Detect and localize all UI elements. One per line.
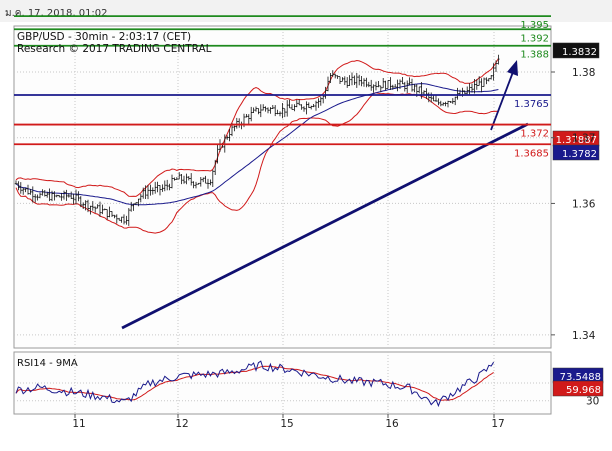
timestamp: ม.ค. 17, 2018, 01:02	[5, 8, 108, 19]
level-label: 1.3765	[514, 99, 549, 110]
x-tick-label: 12	[175, 418, 188, 430]
rsi-ma-line	[15, 365, 494, 401]
bollinger-bands	[15, 58, 529, 330]
y-tick-label: 1.37	[572, 133, 595, 145]
projection-arrowhead	[507, 60, 518, 76]
x-tick-label: 17	[491, 418, 504, 430]
instrument-label: GBP/USD - 30min - 2:03:17 (CET)	[17, 31, 191, 43]
level-label: 1.392	[520, 33, 549, 44]
current-price-tag-box	[552, 42, 600, 59]
rsi-line	[15, 360, 495, 408]
x-tick-label: 15	[280, 418, 293, 430]
rsi-label: RSI14 - 9MA	[17, 358, 78, 369]
red-price-tag-text: 1.37887	[556, 135, 597, 146]
blue-price-tag: 1.3782	[552, 144, 600, 161]
level-label: 1.395	[520, 20, 549, 31]
rsi-ma-value-tag: 59.968	[552, 380, 604, 397]
y-tick-label: 1.34	[572, 330, 596, 342]
moving-average	[15, 83, 499, 206]
grid	[14, 26, 551, 414]
rsi-value-tag: 73.5488	[552, 367, 604, 384]
blue-price-tag-box	[552, 144, 600, 161]
x-tick-label: 11	[72, 418, 85, 430]
current-price-tag-text: 1.3832	[562, 47, 597, 58]
copyright-label: Research © 2017 TRADING CENTRAL	[17, 43, 212, 55]
y-tick-label: 1.36	[572, 198, 596, 210]
rsi-tick-label: 30	[586, 396, 599, 408]
rsi-ma-value-tag-box	[552, 380, 604, 397]
blue-price-tag-text: 1.3782	[562, 149, 597, 160]
rsi-indicator: 73.5488 59.968	[15, 360, 604, 408]
level-label: 1.372	[520, 129, 549, 140]
x-tick-label: 16	[385, 418, 399, 430]
price-pane	[13, 25, 552, 349]
current-price-tag: 1.3832	[552, 42, 600, 59]
level-label: 1.388	[520, 50, 549, 61]
support-resistance-levels: 1.395 1.392 1.388 1.3765 1.372 1.3685	[14, 15, 551, 159]
upper-band	[15, 58, 499, 197]
rsi-value-tag-text: 73.5488	[560, 372, 601, 383]
projection-arrow	[490, 71, 514, 131]
level-label: 1.3685	[514, 148, 549, 159]
trend-line	[121, 122, 529, 330]
y-tick-label: 1.38	[572, 67, 595, 79]
price-tags: 1.3832 1.37887 1.3782	[552, 42, 600, 161]
rsi-ma-value-tag-text: 59.968	[566, 385, 601, 396]
